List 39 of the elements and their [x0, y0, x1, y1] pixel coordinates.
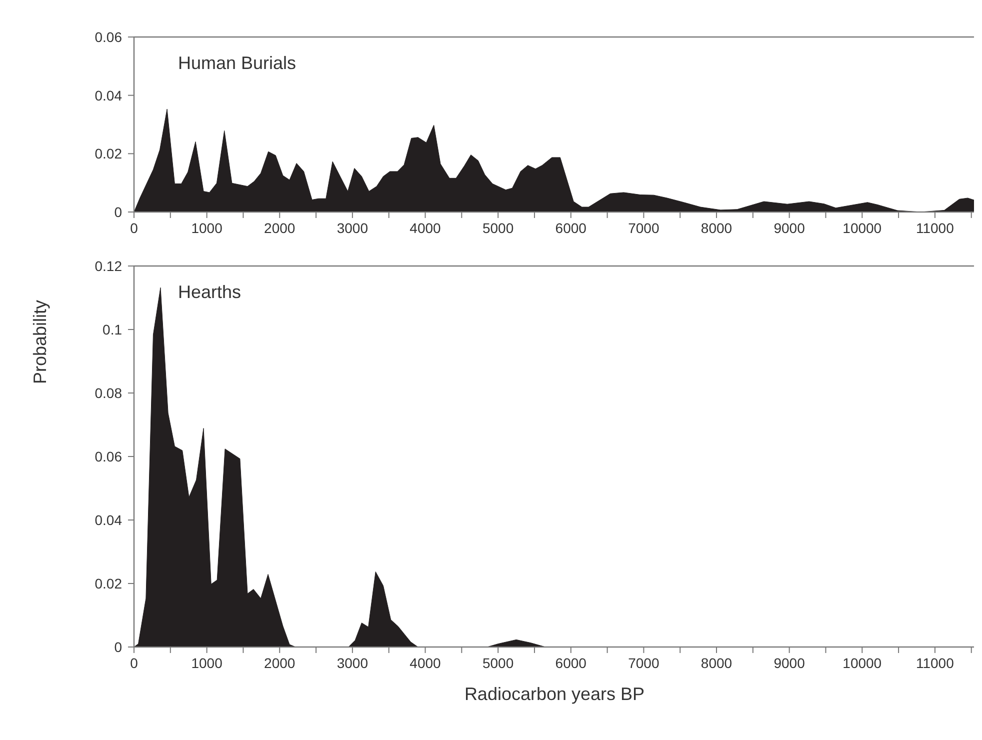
- x-tick-label: 0: [130, 655, 138, 671]
- text: Hearths: [178, 282, 242, 302]
- y-tick-label: 0: [114, 204, 122, 220]
- x-tick-label: 0: [130, 220, 138, 236]
- x-tick-label: 8000: [700, 655, 732, 671]
- x-tick-label: 7000: [628, 220, 660, 236]
- y-axis-title: Probability: [30, 300, 50, 384]
- x-tick-label: 1000: [191, 655, 223, 671]
- y-tick-label: 0.1: [102, 322, 122, 338]
- y-tick-label: 0.02: [94, 146, 122, 162]
- x-tick-label: 5000: [482, 655, 514, 671]
- x-tick-label: 1000: [191, 220, 223, 236]
- x-tick-label: 11000: [916, 220, 954, 236]
- x-tick-label: 6000: [555, 655, 587, 671]
- x-tick-label: 6000: [555, 220, 587, 236]
- x-tick-label: 9000: [774, 220, 806, 236]
- y-tick-label: 0.02: [94, 576, 122, 592]
- x-tick-label: 3000: [336, 655, 368, 671]
- x-tick-label: 4000: [410, 655, 442, 671]
- text: Human Burials: [178, 53, 296, 73]
- y-tick-label: 0.04: [94, 512, 122, 528]
- x-tick-label: 2000: [264, 655, 296, 671]
- x-axis-title: Radiocarbon years BP: [464, 684, 645, 704]
- y-tick-label: 0.12: [94, 258, 122, 274]
- x-tick-label: 2000: [264, 220, 296, 236]
- x-tick-label: 10000: [842, 220, 882, 236]
- y-tick-label: 0.04: [94, 87, 122, 104]
- y-tick-label: 0: [114, 639, 122, 655]
- x-tick-label: 5000: [482, 220, 514, 236]
- x-tick-label: 4000: [410, 220, 442, 236]
- y-tick-label: 0.08: [94, 385, 122, 401]
- x-tick-label: 8000: [700, 220, 732, 236]
- x-tick-label: 9000: [774, 655, 806, 671]
- y-tick-label: 0.06: [94, 448, 122, 464]
- y-tick-label: 0.06: [94, 29, 122, 45]
- x-tick-label: 3000: [336, 220, 368, 236]
- x-tick-label: 7000: [628, 655, 660, 671]
- x-tick-label: 10000: [842, 655, 882, 671]
- x-tick-label: 11000: [916, 655, 954, 671]
